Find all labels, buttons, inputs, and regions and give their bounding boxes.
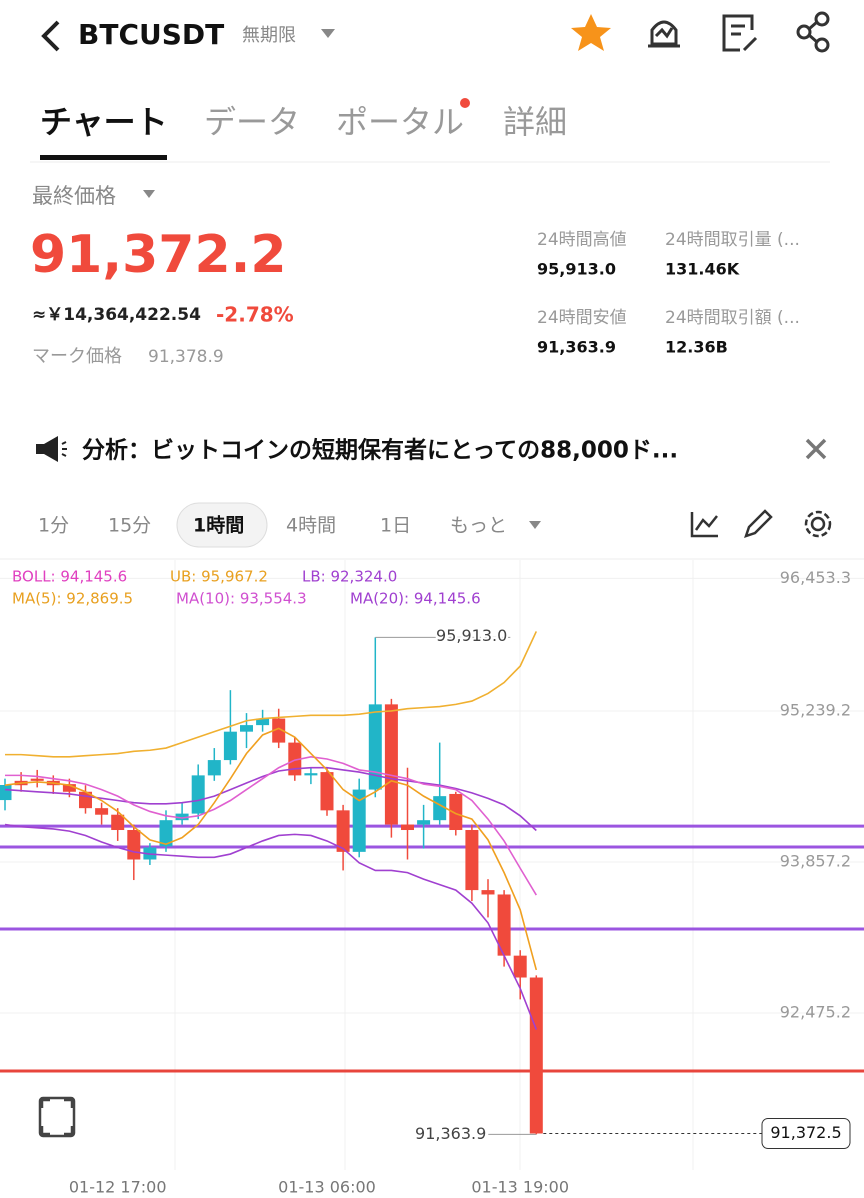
indicator-value: MA(10): 93,554.3: [176, 590, 307, 608]
note-icon[interactable]: [722, 14, 758, 52]
tab[interactable]: チャート: [40, 103, 168, 141]
candle-body: [62, 784, 76, 792]
mark-price: 91,378.9: [148, 347, 224, 367]
candle-body: [401, 824, 414, 831]
interval-option[interactable]: 1日: [380, 515, 411, 537]
back-button[interactable]: [41, 20, 60, 52]
candle-body: [433, 796, 447, 821]
candle-body: [159, 820, 173, 847]
candle-body: [223, 731, 237, 761]
active-tab-underline: [40, 155, 167, 160]
stat-value: 131.46K: [665, 260, 740, 279]
x-tick-label: 01-12 17:00: [69, 1178, 167, 1197]
price-label: 最終価格: [32, 184, 116, 208]
candle-body: [127, 830, 141, 860]
megaphone-icon: [36, 436, 67, 462]
tab[interactable]: 詳細: [503, 103, 567, 141]
stat-label: 24時間取引量 (...: [665, 230, 800, 250]
indicator-value: MA(20): 94,145.6: [350, 590, 481, 608]
stat-value: 12.36B: [665, 338, 728, 357]
interval-option[interactable]: 1分: [38, 515, 69, 537]
stat-value: 95,913.0: [537, 260, 616, 279]
candle-body: [449, 793, 463, 831]
tab[interactable]: ポータル: [336, 103, 464, 141]
y-tick-label: 93,857.2: [780, 852, 851, 871]
indicator-line: [5, 755, 537, 896]
candle-body: [175, 813, 189, 821]
candle-body: [465, 830, 479, 891]
low-label: 91,363.9: [415, 1124, 486, 1143]
candle-body: [384, 704, 398, 825]
mark-label: マーク価格: [32, 346, 122, 367]
dropdown-arrow: [321, 29, 335, 38]
candle-body: [272, 718, 286, 743]
interval-option[interactable]: 4時間: [286, 515, 336, 537]
stat-value: 91,363.9: [537, 338, 616, 357]
alert-icon[interactable]: [648, 20, 680, 48]
candle-body: [256, 718, 270, 726]
share-icon[interactable]: [796, 11, 830, 53]
indicator-value: BOLL: 94,145.6: [12, 568, 127, 586]
candle-body: [513, 955, 527, 978]
indicator-line: [5, 631, 538, 758]
dropdown-arrow: [529, 521, 541, 529]
contract-type[interactable]: 無期限: [242, 25, 296, 46]
candle-body: [497, 894, 511, 956]
dropdown-arrow: [143, 190, 155, 198]
candle-body: [529, 977, 543, 1134]
tab[interactable]: データ: [204, 103, 300, 141]
stat-label: 24時間取引額 (...: [665, 308, 800, 328]
chart-type-icon[interactable]: [690, 512, 718, 538]
fullscreen-button[interactable]: [38, 1096, 76, 1138]
favorite-star[interactable]: [571, 14, 611, 51]
candle-body: [0, 784, 12, 801]
price-change: -2.78%: [216, 303, 294, 327]
last-price-tag: [761, 1117, 851, 1149]
active-interval-bg: [176, 502, 268, 548]
candle-body: [368, 704, 382, 790]
x-tick-label: 01-13 19:00: [471, 1178, 569, 1197]
stat-label: 24時間高値: [537, 230, 627, 250]
y-tick-label: 95,239.2: [780, 701, 851, 720]
notification-dot: [460, 98, 470, 108]
y-tick-label: 92,475.2: [780, 1003, 851, 1022]
indicator-line: [4, 823, 538, 1030]
high-label: 95,913.0: [436, 626, 507, 645]
x-tick-label: 01-13 06:00: [278, 1178, 376, 1197]
y-tick-label: 96,453.3: [780, 568, 851, 587]
indicator-line: [4, 727, 538, 971]
news-headline[interactable]: 分析：ビットコインの短期保有者にとっての88,000ド...: [82, 437, 678, 464]
symbol: BTCUSDT: [78, 18, 224, 51]
indicator-value: MA(5): 92,869.5: [12, 590, 133, 608]
candle-body: [191, 775, 205, 814]
candle-body: [288, 742, 302, 776]
candle-body: [304, 773, 318, 776]
indicator-value: LB: 92,324.0: [302, 568, 397, 586]
candle-body: [207, 760, 221, 776]
last-price-label: 91,372.5: [770, 1123, 841, 1142]
close-news[interactable]: [805, 438, 827, 460]
candle-body: [417, 820, 431, 825]
approx-price: ≈￥14,364,422.54: [32, 305, 201, 325]
candle-body: [320, 772, 334, 811]
candle-body: [481, 890, 495, 895]
candle-body: [95, 808, 109, 815]
candle-body: [30, 778, 44, 781]
interval-option[interactable]: 15分: [108, 515, 151, 537]
interval-option[interactable]: 1時間: [193, 515, 244, 537]
candle-body: [336, 810, 350, 852]
settings-icon[interactable]: [804, 510, 832, 538]
candle-body: [352, 789, 366, 852]
candle-body: [111, 814, 125, 831]
last-price: 91,372.2: [30, 225, 287, 285]
indicator-value: UB: 95,967.2: [170, 568, 268, 586]
candle-body: [240, 725, 253, 732]
interval-option[interactable]: もっと: [450, 515, 507, 537]
draw-icon[interactable]: [744, 509, 773, 538]
stat-label: 24時間安値: [537, 308, 627, 328]
